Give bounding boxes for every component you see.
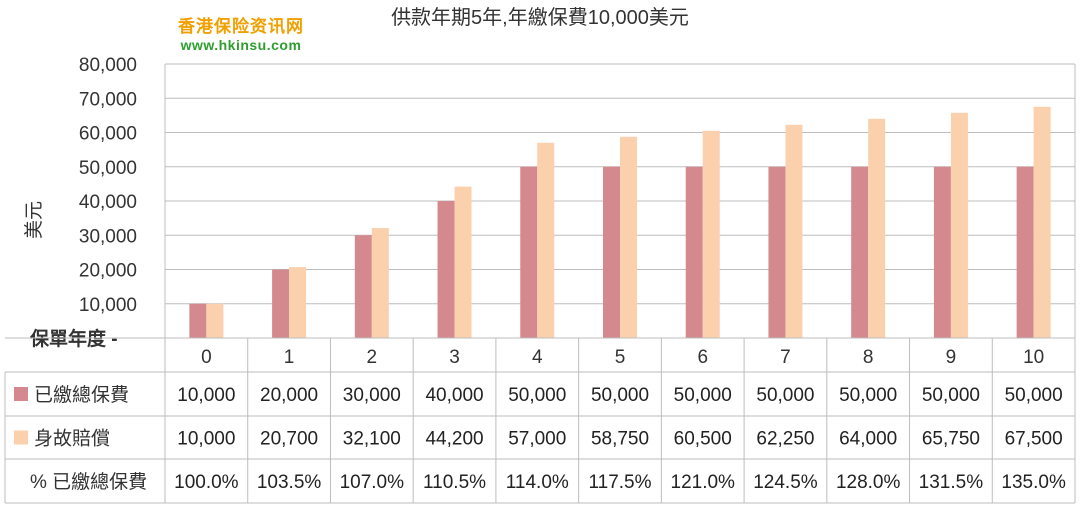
bar-paid [768, 166, 786, 338]
table-cell: 103.5% [257, 472, 322, 493]
y-tick-label: 60,000 [79, 124, 137, 145]
bar-paid [272, 269, 290, 338]
table-cell: 65,750 [922, 429, 980, 450]
y-tick-label: 10,000 [79, 295, 137, 316]
table-cell: 57,000 [508, 429, 566, 450]
table-cell: 10,000 [177, 385, 235, 406]
bar-paid [1016, 166, 1034, 338]
table-cell: 20,700 [260, 429, 318, 450]
table-cell: 117.5% [588, 472, 651, 493]
y-axis-label: 美元 [23, 201, 45, 239]
table-cell: 50,000 [922, 385, 980, 406]
category-label: 5 [615, 347, 626, 368]
table-cell: 60,500 [674, 429, 732, 450]
bar-death-benefit [371, 228, 389, 338]
y-tick-label: 50,000 [79, 158, 137, 179]
table-cell: 121.0% [671, 472, 736, 493]
bar-death-benefit [620, 136, 637, 338]
category-label: 2 [367, 347, 378, 368]
table-cell: 67,500 [1005, 429, 1063, 450]
bar-death-benefit [289, 267, 307, 338]
table-cell: 62,250 [756, 429, 814, 450]
table-cell: 30,000 [343, 385, 401, 406]
bar-death-benefit [702, 130, 720, 338]
bar-paid [603, 166, 620, 338]
bar-death-benefit [868, 118, 886, 338]
category-label: 9 [946, 347, 957, 368]
y-tick-label: 20,000 [79, 261, 137, 282]
bar-paid [685, 166, 703, 338]
chart-title: 供款年期5年,年繳保費10,000美元 [391, 6, 689, 29]
category-label: 0 [201, 347, 212, 368]
y-tick-label: 70,000 [79, 89, 137, 110]
table-cell: 10,000 [177, 429, 235, 450]
category-label: 3 [449, 347, 460, 368]
bar-paid [354, 235, 372, 338]
y-tick-label: 30,000 [79, 226, 137, 247]
table-cell: 44,200 [425, 429, 483, 450]
bar-death-benefit [206, 303, 224, 338]
table-cell: 131.5% [919, 472, 984, 493]
table-row-label: 身故賠償 [34, 428, 110, 450]
category-label: 6 [697, 347, 708, 368]
table-cell: 110.5% [423, 472, 486, 493]
table-cell: 50,000 [591, 385, 649, 406]
category-label: 7 [780, 347, 791, 368]
table-cell: 32,100 [343, 429, 401, 450]
legend-swatch [14, 430, 28, 445]
table-row-label: 已繳總保費 [34, 384, 129, 406]
table-cell: 135.0% [1001, 472, 1066, 493]
bar-paid [189, 303, 207, 338]
bar-paid [437, 201, 455, 338]
bar-death-benefit [537, 142, 555, 338]
bar-death-benefit [785, 124, 803, 338]
table-cell: 124.5% [753, 472, 818, 493]
bar-death-benefit [454, 186, 472, 338]
table-cell: 128.0% [836, 472, 901, 493]
bar-paid [851, 166, 869, 338]
watermark-site-name: 香港保险资讯网 [178, 17, 304, 36]
table-cell: 50,000 [756, 385, 814, 406]
category-label: 4 [532, 347, 543, 368]
table-cell: 114.0% [506, 472, 569, 493]
table-cell: 58,750 [591, 429, 649, 450]
y-tick-label: 80,000 [79, 55, 137, 76]
table-cell: 40,000 [425, 385, 483, 406]
bar-death-benefit [1033, 106, 1051, 338]
bar-paid [933, 166, 951, 338]
table-cell: 50,000 [839, 385, 897, 406]
table-cell: 64,000 [839, 429, 897, 450]
bar-paid [520, 166, 538, 338]
table-cell: 50,000 [508, 385, 566, 406]
y-tick-label: 40,000 [79, 192, 137, 213]
category-label: 1 [284, 347, 295, 368]
table-row-label: % 已繳總保費 [30, 471, 147, 493]
table-cell: 50,000 [674, 385, 732, 406]
table-cell: 100.0% [174, 472, 239, 493]
watermark-logo: 香港保险资讯网 www.hkinsu.com [178, 18, 304, 54]
table-cell: 20,000 [260, 385, 318, 406]
category-label: 8 [863, 347, 874, 368]
watermark-url: www.hkinsu.com [180, 37, 302, 53]
category-label: 10 [1023, 347, 1044, 368]
table-cell: 107.0% [340, 472, 405, 493]
table-cell: 50,000 [1005, 385, 1063, 406]
legend-swatch [14, 387, 28, 401]
bar-death-benefit [950, 112, 968, 339]
